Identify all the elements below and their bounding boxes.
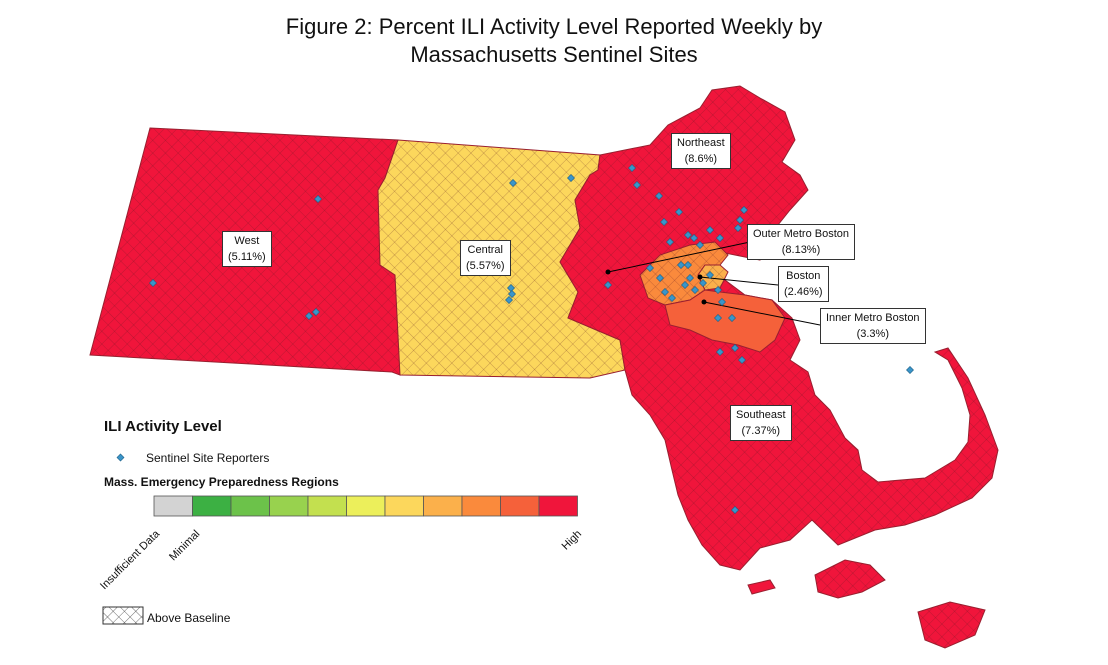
sentinel-site-marker	[740, 206, 748, 214]
label-inner-metro-boston-name: Inner Metro Boston	[826, 312, 920, 324]
sentinel-site-marker	[691, 286, 699, 294]
sentinel-site-marker	[149, 279, 157, 287]
scale-swatch	[346, 495, 386, 517]
sentinel-site-marker	[668, 294, 676, 302]
sentinel-site-marker	[728, 314, 736, 322]
sentinel-site-marker	[507, 284, 515, 292]
sentinel-site-marker	[906, 366, 914, 374]
scale-swatch	[384, 495, 424, 517]
scale-swatch	[307, 495, 347, 517]
sentinel-site-marker	[706, 226, 714, 234]
island-marthas-vineyard	[814, 559, 886, 599]
legend-color-scale	[153, 495, 578, 517]
label-northeast-value: (8.6%)	[684, 153, 718, 165]
sentinel-site-marker	[731, 344, 739, 352]
label-central: Central (5.57%)	[460, 240, 511, 276]
sentinel-site-marker	[731, 506, 739, 514]
region-inner-metro-boston	[664, 289, 786, 353]
sentinel-site-marker	[714, 314, 722, 322]
label-central-value: (5.57%)	[466, 260, 505, 272]
scale-swatch	[423, 495, 463, 517]
label-west: West (5.11%)	[222, 231, 272, 267]
sentinel-site-marker	[684, 261, 692, 269]
figure-title-line-2: Massachusetts Sentinel Sites	[410, 42, 698, 67]
label-outer-metro-boston: Outer Metro Boston (8.13%)	[747, 224, 855, 260]
sentinel-site-marker	[604, 281, 612, 289]
label-southeast-value: (7.37%)	[741, 425, 781, 437]
scale-swatch	[461, 495, 501, 517]
island-elizabeth	[747, 579, 776, 595]
sentinel-site-marker	[716, 348, 724, 356]
legend-sentinel-dot-icon	[116, 453, 125, 462]
label-boston: Boston (2.46%)	[778, 266, 829, 302]
scale-swatch	[500, 495, 540, 517]
legend-regions-title: Mass. Emergency Preparedness Regions	[104, 475, 339, 489]
sentinel-site-marker	[734, 224, 742, 232]
sentinel-site-marker	[684, 231, 692, 239]
sentinel-site-marker	[681, 281, 689, 289]
scale-swatch	[269, 495, 309, 517]
sentinel-site-marker	[660, 218, 668, 226]
sentinel-site-marker	[706, 271, 714, 279]
sentinel-site-marker	[699, 279, 707, 287]
sentinel-site-reporters	[149, 164, 914, 514]
scale-swatch	[192, 495, 232, 517]
legend-graphics	[102, 453, 578, 625]
sentinel-site-marker	[314, 195, 322, 203]
sentinel-site-marker	[656, 274, 664, 282]
sentinel-site-marker	[508, 290, 516, 298]
scale-swatch	[538, 495, 578, 517]
sentinel-site-marker	[633, 181, 641, 189]
label-outer-metro-boston-name: Outer Metro Boston	[753, 228, 849, 240]
sentinel-site-marker	[646, 264, 654, 272]
label-central-name: Central	[467, 244, 503, 256]
sentinel-site-marker	[655, 192, 663, 200]
figure-title-line-1: Figure 2: Percent ILI Activity Level Rep…	[285, 14, 823, 39]
sentinel-site-marker	[661, 288, 669, 296]
label-boston-value: (2.46%)	[784, 286, 823, 298]
leader-endpoints	[605, 269, 707, 305]
label-northeast-name: Northeast	[677, 137, 725, 149]
sentinel-site-marker	[677, 261, 685, 269]
label-boston-name: Boston	[786, 270, 821, 282]
legend-baseline-swatch-icon	[102, 606, 144, 625]
island-nantucket	[917, 601, 986, 649]
legend-title: ILI Activity Level	[104, 418, 222, 435]
sentinel-site-marker	[675, 208, 683, 216]
region-inner-metro-fill	[664, 289, 786, 353]
sentinel-site-marker	[696, 241, 704, 249]
legend-sentinel-label: Sentinel Site Reporters	[146, 451, 270, 465]
label-southeast-name: Southeast	[736, 409, 786, 421]
sentinel-site-marker	[628, 164, 636, 172]
label-inner-metro-boston: Inner Metro Boston (3.3%)	[820, 308, 926, 344]
scale-swatch	[153, 495, 193, 517]
sentinel-site-marker	[714, 286, 722, 294]
sentinel-site-marker	[666, 238, 674, 246]
label-inner-metro-boston-value: (3.3%)	[856, 328, 889, 340]
label-southeast: Southeast (7.37%)	[730, 405, 792, 441]
sentinel-site-marker	[736, 216, 744, 224]
scale-swatch	[230, 495, 270, 517]
sentinel-site-marker	[305, 312, 313, 320]
legend-baseline-label: Above Baseline	[147, 611, 231, 625]
sentinel-site-marker	[505, 296, 513, 304]
sentinel-site-marker	[690, 234, 698, 242]
sentinel-site-marker	[716, 234, 724, 242]
sentinel-site-marker	[686, 274, 694, 282]
sentinel-site-marker	[509, 179, 517, 187]
label-west-name: West	[234, 235, 260, 247]
sentinel-site-marker	[567, 174, 575, 182]
label-west-value: (5.11%)	[228, 251, 266, 263]
label-northeast: Northeast (8.6%)	[671, 133, 731, 169]
label-outer-metro-boston-value: (8.13%)	[781, 244, 821, 256]
leader-lines	[607, 241, 821, 326]
sentinel-site-marker	[312, 308, 320, 316]
sentinel-site-marker	[718, 298, 726, 306]
sentinel-site-marker	[738, 356, 746, 364]
